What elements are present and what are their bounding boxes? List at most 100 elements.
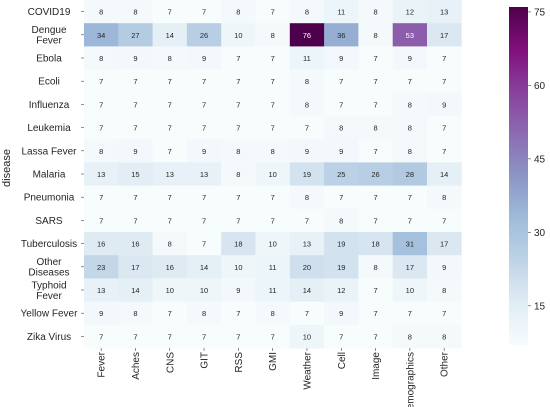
colorbar <box>509 7 528 345</box>
cell-value-label: 9 <box>442 263 446 272</box>
cell-value-label: 10 <box>200 286 208 295</box>
cell-value-label: 8 <box>133 8 137 17</box>
heatmap-cell <box>427 0 462 24</box>
heatmap-cell <box>221 46 256 70</box>
column-label: Fever <box>97 351 108 377</box>
heatmap-cell <box>221 185 256 210</box>
cell-value-label: 7 <box>339 193 343 202</box>
heatmap-cell <box>152 185 188 210</box>
cell-value-label: 15 <box>131 170 139 179</box>
cell-value-label: 17 <box>406 263 414 272</box>
row-label: Ecoli <box>38 77 60 88</box>
colorbar-tick-label: 30 <box>534 228 546 239</box>
cell-value-label: 7 <box>271 77 275 86</box>
heatmap-cell <box>392 46 428 70</box>
cell-value-label: 7 <box>133 77 137 86</box>
heatmap-cell <box>427 255 462 279</box>
heatmap-cell <box>152 324 188 349</box>
cell-value-label: 7 <box>373 54 377 63</box>
heatmap-cell <box>255 116 291 140</box>
cell-value-label: 14 <box>303 286 311 295</box>
cell-value-label: 8 <box>305 8 309 17</box>
heatmap-cell <box>324 139 359 163</box>
heatmap-cell <box>358 185 394 210</box>
cell-value-label: 7 <box>442 124 446 133</box>
cell-value-label: 7 <box>373 147 377 156</box>
heatmap-cell <box>84 139 119 163</box>
cell-value-label: 8 <box>271 147 275 156</box>
heatmap-cell <box>84 255 119 279</box>
cell-value-label: 9 <box>339 147 343 156</box>
heatmap-cell <box>255 69 291 94</box>
heatmap-cell <box>255 92 291 117</box>
cell-value-label: 7 <box>339 77 343 86</box>
cell-value-label: 7 <box>271 216 275 225</box>
heatmap-cell <box>289 46 325 70</box>
row-label: Influenza <box>29 100 70 111</box>
row-label: Zika Virus <box>27 332 71 343</box>
cell-value-label: 13 <box>200 170 208 179</box>
heatmap-cell <box>427 185 462 210</box>
cell-value-label: 9 <box>202 54 206 63</box>
cell-value-label: 11 <box>269 263 277 272</box>
heatmap-cell <box>255 208 291 233</box>
heatmap-cell <box>255 139 291 163</box>
cell-value-label: 7 <box>271 100 275 109</box>
cell-value-label: 7 <box>236 193 240 202</box>
cell-value-label: 8 <box>373 124 377 133</box>
heatmap-cells: 8 8 7 7 8 7 8 11 8 12 13 34 27 14 26 10 8 76 36 8 53 17 8 9 8 9 7 7… <box>84 0 462 349</box>
heatmap-cell <box>358 116 394 140</box>
heatmap-cell <box>84 0 119 24</box>
cell-value-label: 10 <box>234 31 242 40</box>
heatmap-cell <box>221 301 256 326</box>
cell-value-label: 8 <box>305 77 309 86</box>
colorbar-tick-label: 75 <box>534 7 546 18</box>
row-label: Leukemia <box>27 123 71 134</box>
cell-value-label: 7 <box>236 100 240 109</box>
heatmap-cell <box>324 46 359 70</box>
cell-value-label: 19 <box>337 240 345 249</box>
heatmap-cell <box>221 92 256 117</box>
cell-value-label: 11 <box>303 54 311 63</box>
cell-value-label: 31 <box>406 240 414 249</box>
heatmap-cell <box>186 278 222 302</box>
cell-value-label: 7 <box>202 332 206 341</box>
cell-value-label: 19 <box>337 263 345 272</box>
heatmap-cell <box>118 324 153 349</box>
heatmap-cell <box>255 324 291 349</box>
heatmap-cell <box>221 278 256 302</box>
heatmap-cell <box>186 23 222 47</box>
cell-value-label: 14 <box>200 263 208 272</box>
cell-value-label: 8 <box>271 309 275 318</box>
heatmap-cell <box>84 232 119 256</box>
heatmap-cell <box>289 139 325 163</box>
column-label: Aches <box>131 352 142 380</box>
cell-value-label: 7 <box>442 54 446 63</box>
heatmap-cell <box>324 255 359 279</box>
heatmap-cell <box>221 69 256 94</box>
heatmap-cell <box>118 116 153 140</box>
heatmap-cell <box>255 232 291 256</box>
cell-value-label: 7 <box>373 193 377 202</box>
cell-value-label: 16 <box>131 240 139 249</box>
cell-value-label: 16 <box>97 240 105 249</box>
cell-value-label: 9 <box>305 147 309 156</box>
heatmap-cell <box>221 162 256 186</box>
cell-value-label: 13 <box>97 170 105 179</box>
heatmap-cell <box>358 46 394 70</box>
column-labels: Fever Aches CNS GIT RSS GMI Weather Cell Image De… <box>97 348 451 407</box>
row-label: Typhoid Fever <box>31 280 66 302</box>
cell-value-label: 9 <box>339 54 343 63</box>
cell-value-label: 7 <box>202 193 206 202</box>
cell-value-label: 7 <box>236 309 240 318</box>
heatmap-cell <box>324 23 359 47</box>
heatmap-cell <box>186 301 222 326</box>
heatmap-cell <box>152 162 188 186</box>
cell-value-label: 7 <box>271 124 275 133</box>
heatmap-cell <box>427 208 462 233</box>
cell-value-label: 9 <box>133 54 137 63</box>
heatmap-cell <box>324 92 359 117</box>
heatmap-cell <box>84 301 119 326</box>
heatmap-cell <box>392 208 428 233</box>
cell-value-label: 8 <box>373 263 377 272</box>
